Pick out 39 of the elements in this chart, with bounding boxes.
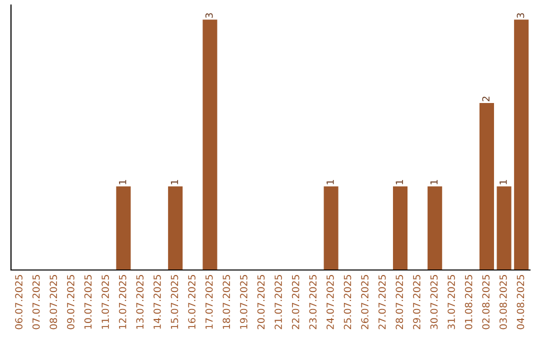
x-tick-label: 29.07.2025 bbox=[413, 275, 420, 330]
x-tick-label: 17.07.2025 bbox=[205, 275, 213, 329]
x-tick-label: 24.07.2025 bbox=[326, 275, 334, 330]
x-tick-label: 21.07.2025 bbox=[274, 275, 282, 330]
x-tick-label: 04.08.2025 bbox=[516, 275, 524, 330]
x-tick-label: 11.07.2025 bbox=[102, 275, 109, 329]
x-tick-label: 23.07.2025 bbox=[309, 275, 317, 330]
data-label: 1 bbox=[119, 180, 126, 184]
data-label: 3 bbox=[516, 13, 524, 18]
x-tick-label: 31.07.2025 bbox=[448, 275, 455, 330]
x-tick-label: 13.07.2025 bbox=[136, 275, 144, 329]
data-label: 1 bbox=[500, 180, 507, 184]
x-tick-label: 18.07.2025 bbox=[222, 275, 230, 329]
x-tick-label: 25.07.2025 bbox=[344, 275, 352, 330]
data-label: 1 bbox=[326, 180, 334, 184]
data-label: 1 bbox=[430, 180, 438, 184]
x-tick-label: 01.08.2025 bbox=[464, 275, 472, 330]
x-tick-label: 12.07.2025 bbox=[118, 275, 126, 329]
x-tick-label: 16.07.2025 bbox=[188, 275, 196, 329]
x-tick-label: 26.07.2025 bbox=[361, 275, 368, 330]
x-tick-label: 08.07.2025 bbox=[50, 275, 58, 330]
x-tick-label: 27.07.2025 bbox=[378, 275, 386, 330]
data-label: 1 bbox=[396, 180, 403, 184]
x-tick-label: 09.07.2025 bbox=[67, 275, 74, 330]
data-label: 3 bbox=[205, 13, 213, 18]
data-label: 2 bbox=[482, 96, 490, 102]
x-tick-label: 15.07.2025 bbox=[170, 275, 178, 329]
x-tick-label: 03.08.2025 bbox=[500, 275, 507, 330]
x-tick-label: 02.08.2025 bbox=[482, 275, 490, 330]
x-tick-label: 22.07.2025 bbox=[292, 275, 300, 330]
x-tick-label: 30.07.2025 bbox=[430, 275, 438, 330]
x-tick-label: 20.07.2025 bbox=[257, 275, 265, 330]
x-tick-label: 28.07.2025 bbox=[396, 275, 404, 330]
x-tick-label: 07.07.2025 bbox=[32, 275, 40, 330]
x-tick-label: 14.07.2025 bbox=[154, 275, 161, 329]
x-tick-label: 10.07.2025 bbox=[84, 275, 92, 329]
data-label: 1 bbox=[170, 180, 178, 184]
x-tick-label: 06.07.2025 bbox=[15, 275, 22, 330]
x-tick-label: 19.07.2025 bbox=[240, 275, 248, 329]
